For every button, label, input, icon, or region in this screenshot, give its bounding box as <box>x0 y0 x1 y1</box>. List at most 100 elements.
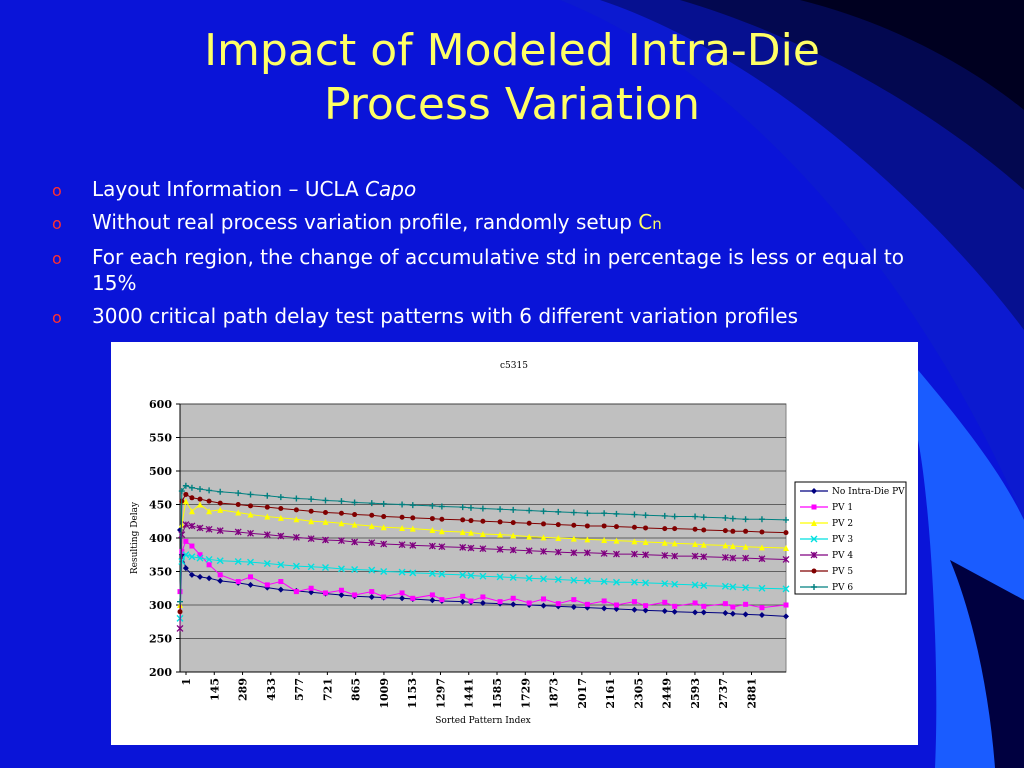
data-point <box>182 482 189 489</box>
bullet-item: o For each region, the change of accumula… <box>52 244 912 296</box>
data-point <box>783 602 789 608</box>
data-point <box>338 498 345 505</box>
data-point <box>758 584 766 592</box>
data-point <box>722 542 729 549</box>
data-point <box>730 528 736 534</box>
data-point <box>460 517 466 523</box>
data-point <box>409 502 416 509</box>
data-point <box>189 495 195 501</box>
data-point <box>759 529 765 535</box>
data-point <box>368 566 376 574</box>
data-point <box>540 534 547 541</box>
data-point <box>264 504 270 510</box>
data-point <box>247 558 255 566</box>
data-point <box>601 523 607 529</box>
data-point <box>399 595 406 602</box>
data-point <box>691 581 699 589</box>
series-pv-2 <box>177 498 789 608</box>
legend-label: PV 1 <box>832 503 853 513</box>
data-point <box>468 598 474 604</box>
bullet-text: For each region, the change of accumulat… <box>92 245 904 295</box>
data-point <box>176 624 184 632</box>
data-point <box>479 530 486 537</box>
data-point <box>570 509 577 516</box>
data-point <box>601 537 608 544</box>
data-point <box>631 511 638 518</box>
data-point <box>642 607 649 614</box>
data-point <box>729 583 737 591</box>
data-point <box>700 609 707 616</box>
data-point <box>264 582 270 588</box>
series-pv-5 <box>177 491 789 615</box>
variable-symbol: C <box>638 210 653 234</box>
y-tick-label: 200 <box>149 666 172 679</box>
data-point <box>307 535 315 543</box>
data-point <box>439 597 445 603</box>
data-point <box>467 572 475 580</box>
data-point <box>263 559 271 567</box>
data-point <box>700 582 708 590</box>
data-point <box>570 604 577 611</box>
data-point <box>526 600 532 606</box>
data-point <box>743 601 749 607</box>
data-point <box>189 543 195 549</box>
data-point <box>338 520 345 527</box>
data-point <box>337 565 345 573</box>
data-point <box>729 610 736 617</box>
chart-panel: c5315 200 250 300 350 400 450 500 550 600 1 145 289 4… <box>111 342 918 745</box>
x-tick-label: 577 <box>293 678 306 701</box>
data-point <box>216 527 224 535</box>
data-point <box>692 513 699 520</box>
x-tick-label: 1873 <box>548 678 561 709</box>
variable-subscript: n <box>652 215 662 233</box>
slide-title-line1: Impact of Modeled Intra-Die <box>204 25 820 76</box>
series-pv-3 <box>176 551 790 622</box>
x-tick-label: 2593 <box>689 678 702 709</box>
data-point <box>526 507 533 514</box>
data-point <box>510 506 517 513</box>
x-tick-label: 1 <box>180 678 193 686</box>
data-point <box>571 522 577 528</box>
data-point <box>216 557 224 565</box>
data-point <box>368 539 376 547</box>
data-point <box>205 555 213 563</box>
data-point <box>438 503 445 510</box>
data-point <box>783 516 789 523</box>
data-point <box>459 571 467 579</box>
data-point <box>540 575 548 583</box>
x-tick-label: 145 <box>208 678 221 701</box>
data-point <box>541 521 547 527</box>
data-point <box>630 578 638 586</box>
data-point <box>672 526 678 532</box>
legend-marker <box>810 535 818 543</box>
data-point <box>497 599 503 605</box>
data-point <box>570 549 578 557</box>
data-point <box>479 505 486 512</box>
data-point <box>429 597 436 604</box>
data-point <box>264 513 271 520</box>
data-point <box>742 543 749 550</box>
legend: No Intra-Die PV PV 1 PV 2 PV 3 PV 4 PV 5 PV 6 <box>794 481 907 595</box>
data-point <box>351 538 359 546</box>
data-point <box>571 597 577 603</box>
y-tick-label: 450 <box>149 499 172 512</box>
data-point <box>438 543 446 551</box>
data-point <box>630 550 638 558</box>
bullet-text: Without real process variation profile, … <box>92 210 639 234</box>
data-point <box>600 549 608 557</box>
data-point <box>613 537 620 544</box>
data-point <box>555 522 561 528</box>
data-point <box>188 508 195 515</box>
x-axis-label: Sorted Pattern Index <box>435 716 531 726</box>
data-point <box>293 495 300 502</box>
data-point <box>584 601 590 607</box>
data-point <box>555 508 562 515</box>
y-tick-label: 250 <box>149 633 172 646</box>
x-tick-label: 2305 <box>632 678 645 709</box>
data-point <box>368 522 375 529</box>
data-point <box>613 606 620 613</box>
data-point <box>722 610 729 617</box>
data-point <box>583 577 591 585</box>
data-point <box>338 510 344 516</box>
data-point <box>643 525 649 531</box>
